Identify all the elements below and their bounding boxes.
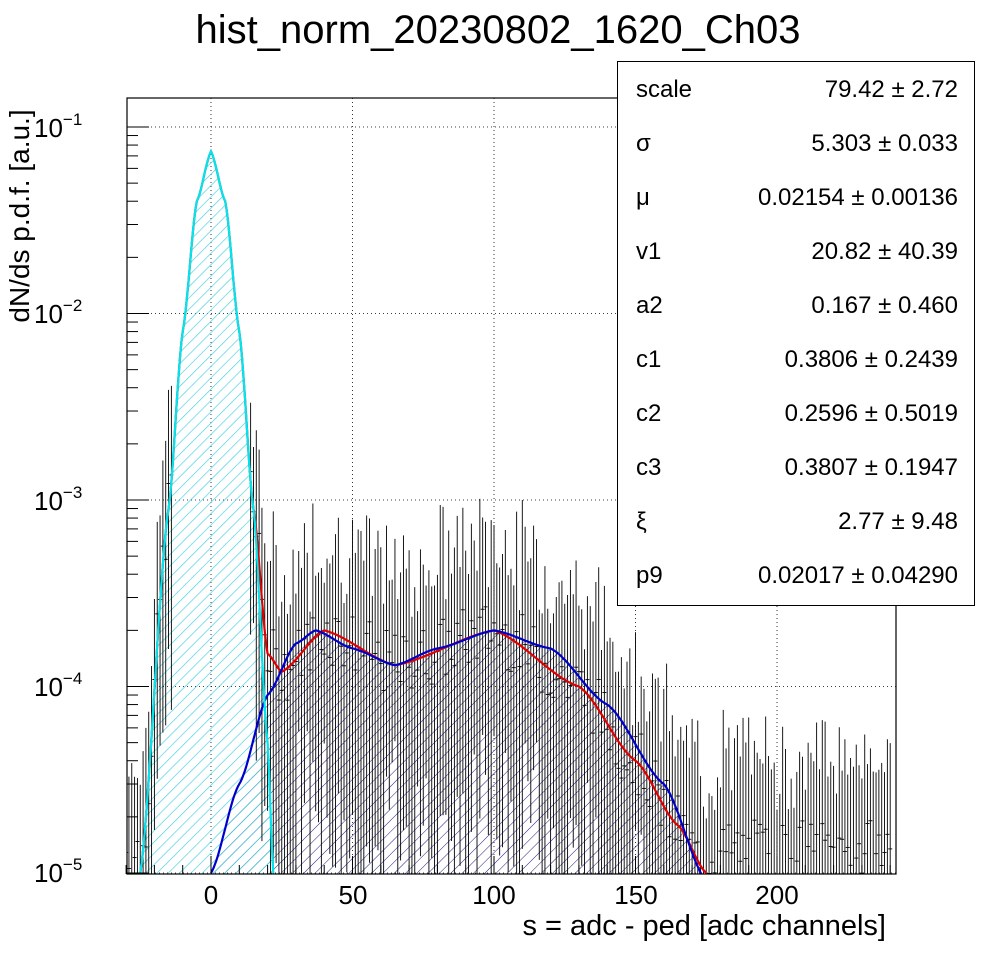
signal-fit-curve — [210, 629, 703, 874]
signal-hatch-area — [211, 630, 707, 874]
fit-stats-box: scale 79.42 ± 2.72 σ 5.303 ± 0.033 μ 0.0215… — [617, 61, 975, 606]
stat-row: c3 0.3807 ± 0.1947 — [636, 454, 958, 481]
y-tick-label: 10−2 — [34, 296, 83, 329]
axis-ticks — [125, 126, 891, 874]
y-axis-label: dN/ds p.d.f. [a.u.] — [4, 109, 35, 323]
stat-row: c2 0.2596 ± 0.5019 — [636, 400, 958, 427]
stat-row: a2 0.167 ± 0.460 — [636, 292, 958, 319]
y-tick-label: 10−5 — [34, 855, 83, 888]
x-tick-label: 200 — [755, 880, 799, 910]
data-error-bars — [127, 385, 893, 874]
x-axis-label: s = adc - ped [adc channels] — [522, 910, 886, 942]
x-tick-label: 0 — [203, 880, 219, 910]
stat-row: ξ 2.77 ± 9.48 — [636, 508, 958, 535]
y-tick-label: 10−4 — [34, 669, 83, 702]
x-tick-label: 100 — [472, 880, 516, 910]
stat-row: p9 0.02017 ± 0.04290 — [636, 562, 958, 589]
stat-row: σ 5.303 ± 0.033 — [636, 130, 958, 157]
stat-row: v1 20.82 ± 40.39 — [636, 238, 958, 265]
y-tick-label: 10−1 — [34, 110, 83, 143]
pedestal-hatch-area — [140, 151, 274, 874]
stat-row: c1 0.3806 ± 0.2439 — [636, 346, 958, 373]
x-tick-label: 50 — [338, 880, 368, 910]
stat-row: scale 79.42 ± 2.72 — [636, 76, 958, 103]
x-tick-label: 150 — [614, 880, 658, 910]
stat-row: μ 0.02154 ± 0.00136 — [636, 184, 958, 211]
y-tick-label: 10−3 — [34, 483, 83, 516]
pedestal-fit-curve — [139, 148, 275, 874]
chart-title: hist_norm_20230802_1620_Ch03 — [195, 8, 801, 52]
